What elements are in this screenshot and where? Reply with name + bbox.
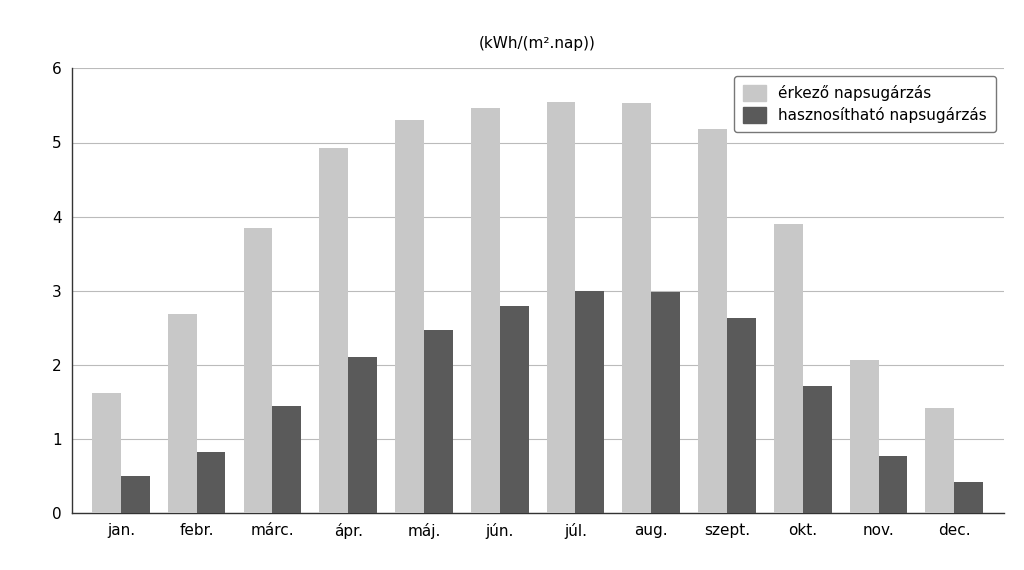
Bar: [727, 318, 756, 513]
Bar: [471, 108, 500, 513]
Bar: [168, 315, 197, 513]
Bar: [651, 292, 680, 513]
Bar: [774, 224, 803, 513]
Bar: [348, 357, 377, 513]
Bar: [424, 330, 453, 513]
Bar: [879, 456, 907, 513]
Bar: [698, 129, 727, 513]
Bar: [272, 406, 301, 513]
Bar: [197, 452, 225, 513]
Bar: [92, 393, 121, 513]
Bar: [319, 148, 348, 513]
Text: (kWh/(m².nap)): (kWh/(m².nap)): [479, 35, 596, 51]
Bar: [803, 385, 831, 513]
Legend: érkező napsugárzás, hasznosítható napsugárzás: érkező napsugárzás, hasznosítható napsug…: [733, 76, 996, 132]
Bar: [500, 306, 528, 513]
Bar: [623, 103, 651, 513]
Bar: [954, 482, 983, 513]
Bar: [926, 408, 954, 513]
Bar: [547, 102, 575, 513]
Bar: [121, 476, 150, 513]
Bar: [575, 291, 604, 513]
Bar: [395, 120, 424, 513]
Bar: [244, 228, 272, 513]
Bar: [850, 360, 879, 513]
